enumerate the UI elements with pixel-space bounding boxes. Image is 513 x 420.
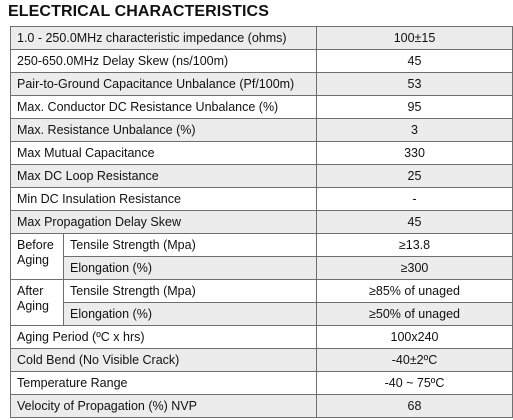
spec-value: 53 [316, 72, 513, 96]
spec-value: 100±15 [316, 26, 513, 50]
spec-value: 25 [316, 164, 513, 188]
spec-label: Elongation (%) [63, 302, 317, 326]
spec-label: Aging Period (ºC x hrs) [10, 325, 317, 349]
spec-value: ≥85% of unaged [316, 279, 513, 303]
table-row: After Aging Tensile Strength (Mpa) ≥85% … [10, 279, 513, 326]
table-row: Elongation (%) ≥50% of unaged [11, 302, 513, 326]
spec-value: ≥50% of unaged [316, 302, 513, 326]
spec-label: Max. Conductor DC Resistance Unbalance (… [10, 95, 317, 119]
spec-value: 68 [316, 394, 513, 418]
spec-value: 45 [316, 49, 513, 73]
spec-value: 3 [316, 118, 513, 142]
table-row: Before Aging Tensile Strength (Mpa) ≥13.… [10, 233, 513, 280]
spec-value: ≥13.8 [316, 233, 513, 257]
table-row: Elongation (%) ≥300 [11, 256, 513, 280]
spec-value: 100x240 [316, 325, 513, 349]
electrical-characteristics-table: 1.0 - 250.0MHz characteristic impedance … [10, 26, 513, 418]
spec-value: 330 [316, 141, 513, 165]
before-aging-group-label: Before Aging [10, 233, 64, 280]
page-title: ELECTRICAL CHARACTERISTICS [8, 3, 269, 20]
spec-value: 95 [316, 95, 513, 119]
table-row: Max. Resistance Unbalance (%) 3 [10, 118, 513, 142]
spec-label: Cold Bend (No Visible Crack) [10, 348, 317, 372]
table-row: Pair-to-Ground Capacitance Unbalance (Pf… [10, 72, 513, 96]
table-row: Velocity of Propagation (%) NVP 68 [10, 394, 513, 418]
table-row: Cold Bend (No Visible Crack) -40±2ºC [10, 348, 513, 372]
table-row: Temperature Range -40 ~ 75ºC [10, 371, 513, 395]
spec-label: Tensile Strength (Mpa) [63, 233, 317, 257]
spec-label: Pair-to-Ground Capacitance Unbalance (Pf… [10, 72, 317, 96]
spec-value: 45 [316, 210, 513, 234]
table-row: Aging Period (ºC x hrs) 100x240 [10, 325, 513, 349]
table-row: Max. Conductor DC Resistance Unbalance (… [10, 95, 513, 119]
table-row: 1.0 - 250.0MHz characteristic impedance … [10, 26, 513, 50]
spec-value: ≥300 [316, 256, 513, 280]
spec-label: Min DC Insulation Resistance [10, 187, 317, 211]
spec-value: -40 ~ 75ºC [316, 371, 513, 395]
spec-label: Max. Resistance Unbalance (%) [10, 118, 317, 142]
table-row: Max Mutual Capacitance 330 [10, 141, 513, 165]
spec-label: 1.0 - 250.0MHz characteristic impedance … [10, 26, 317, 50]
table-row: 250-650.0MHz Delay Skew (ns/100m) 45 [10, 49, 513, 73]
spec-label: Elongation (%) [63, 256, 317, 280]
table-row: Min DC Insulation Resistance - [10, 187, 513, 211]
spec-value: - [316, 187, 513, 211]
spec-label: Max Propagation Delay Skew [10, 210, 317, 234]
table-row: Max Propagation Delay Skew 45 [10, 210, 513, 234]
spec-label: Velocity of Propagation (%) NVP [10, 394, 317, 418]
spec-label: Temperature Range [10, 371, 317, 395]
table-row: Max DC Loop Resistance 25 [10, 164, 513, 188]
spec-label: Tensile Strength (Mpa) [63, 279, 317, 303]
spec-label: 250-650.0MHz Delay Skew (ns/100m) [10, 49, 317, 73]
after-aging-group-label: After Aging [10, 279, 64, 326]
spec-label: Max DC Loop Resistance [10, 164, 317, 188]
spec-label: Max Mutual Capacitance [10, 141, 317, 165]
spec-value: -40±2ºC [316, 348, 513, 372]
